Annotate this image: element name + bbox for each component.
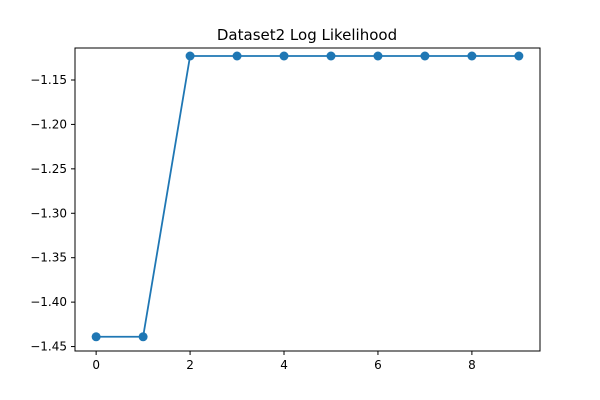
y-tick-label: −1.35 bbox=[30, 251, 67, 265]
data-point bbox=[91, 332, 101, 342]
chart-title: Dataset2 Log Likelihood bbox=[217, 26, 397, 44]
data-point bbox=[232, 51, 242, 61]
y-tick-label: −1.15 bbox=[30, 73, 67, 87]
series-line bbox=[96, 55, 519, 338]
y-tick-label: −1.30 bbox=[30, 206, 67, 220]
y-tick-label: −1.40 bbox=[30, 295, 67, 309]
data-point bbox=[467, 51, 477, 61]
y-tick-label: −1.20 bbox=[30, 117, 67, 131]
y-tick-label: −1.45 bbox=[30, 340, 67, 354]
axis-ticks: 0 2 4 6 8 −1.45 −1.40 −1.35 −1.30 −1.25 −1.20 −1.15 bbox=[30, 73, 475, 372]
x-tick-label: 4 bbox=[280, 358, 288, 372]
data-point bbox=[185, 51, 195, 61]
x-tick-label: 8 bbox=[468, 358, 476, 372]
data-point bbox=[373, 51, 383, 61]
x-tick-label: 6 bbox=[374, 358, 382, 372]
data-point bbox=[326, 51, 336, 61]
plot-frame bbox=[74, 47, 541, 352]
x-tick-label: 2 bbox=[186, 358, 194, 372]
data-point bbox=[420, 51, 430, 61]
data-point bbox=[138, 332, 148, 342]
series-layer bbox=[91, 51, 524, 342]
data-point bbox=[279, 51, 289, 61]
x-tick-label: 0 bbox=[92, 358, 100, 372]
data-point bbox=[514, 51, 524, 61]
y-tick-label: −1.25 bbox=[30, 162, 67, 176]
